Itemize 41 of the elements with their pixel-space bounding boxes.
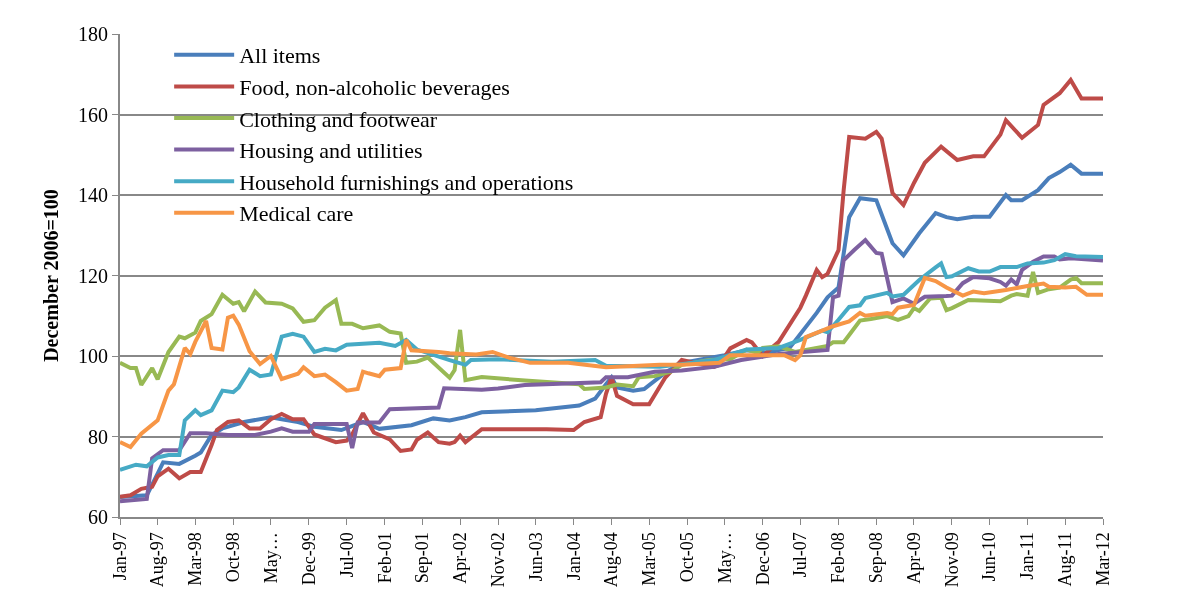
x-tick-label: Jul-07 — [790, 532, 811, 578]
legend-label: Housing and utilities — [239, 138, 423, 164]
x-tick-label: Sep-01 — [412, 532, 433, 584]
x-tick-label: Mar-12 — [1092, 532, 1113, 586]
x-tick-label: Feb-08 — [828, 532, 849, 584]
x-tick-label: May… — [714, 532, 735, 584]
x-tick-label: Dec-99 — [298, 532, 319, 586]
y-tick-label: 180 — [78, 23, 108, 45]
y-axis-title: December 2006=100 — [40, 189, 62, 362]
x-tick-label: Jan-97 — [109, 532, 130, 581]
x-tick-label: Oct-98 — [223, 532, 244, 583]
x-tick-label: Aug-11 — [1055, 532, 1076, 587]
x-tick-label: Nov-09 — [941, 532, 962, 588]
x-tick-label: Mar-98 — [185, 532, 206, 586]
x-tick-label: Jun-03 — [525, 532, 546, 582]
y-tick-label: 140 — [78, 184, 108, 206]
y-tick-label: 80 — [88, 425, 108, 448]
x-tick-label: Oct-05 — [676, 532, 697, 583]
legend-label: All items — [239, 43, 321, 69]
x-tick-label: Dec-06 — [752, 532, 773, 586]
y-tick-label: 100 — [78, 345, 108, 367]
x-tick-label: Mar-05 — [638, 532, 659, 586]
legend-label: Clothing and footwear — [239, 106, 438, 132]
y-tick-label: 160 — [78, 103, 108, 126]
x-tick-label: Jan-04 — [563, 532, 584, 581]
x-tick-label: Sep-08 — [866, 532, 887, 584]
x-tick-label: Aug-04 — [601, 532, 622, 588]
legend-label: Household furnishings and operations — [239, 169, 574, 195]
legend-label: Food, non-alcoholic beverages — [239, 74, 510, 100]
x-tick-label: May… — [260, 532, 281, 584]
x-tick-label: Apr-02 — [449, 532, 470, 584]
x-tick-label: Jun-10 — [979, 532, 1000, 582]
x-tick-label: Feb-01 — [374, 532, 395, 584]
legend-label: Medical care — [239, 201, 354, 227]
y-tick-label: 120 — [78, 264, 108, 287]
x-tick-label: Apr-09 — [903, 532, 924, 584]
y-tick-label: 60 — [88, 506, 108, 528]
x-tick-label: Jul-00 — [336, 532, 357, 578]
x-tick-label: Aug-97 — [147, 532, 168, 588]
x-tick-label: Jan-11 — [1017, 532, 1038, 580]
x-tick-label: Nov-02 — [487, 532, 508, 588]
